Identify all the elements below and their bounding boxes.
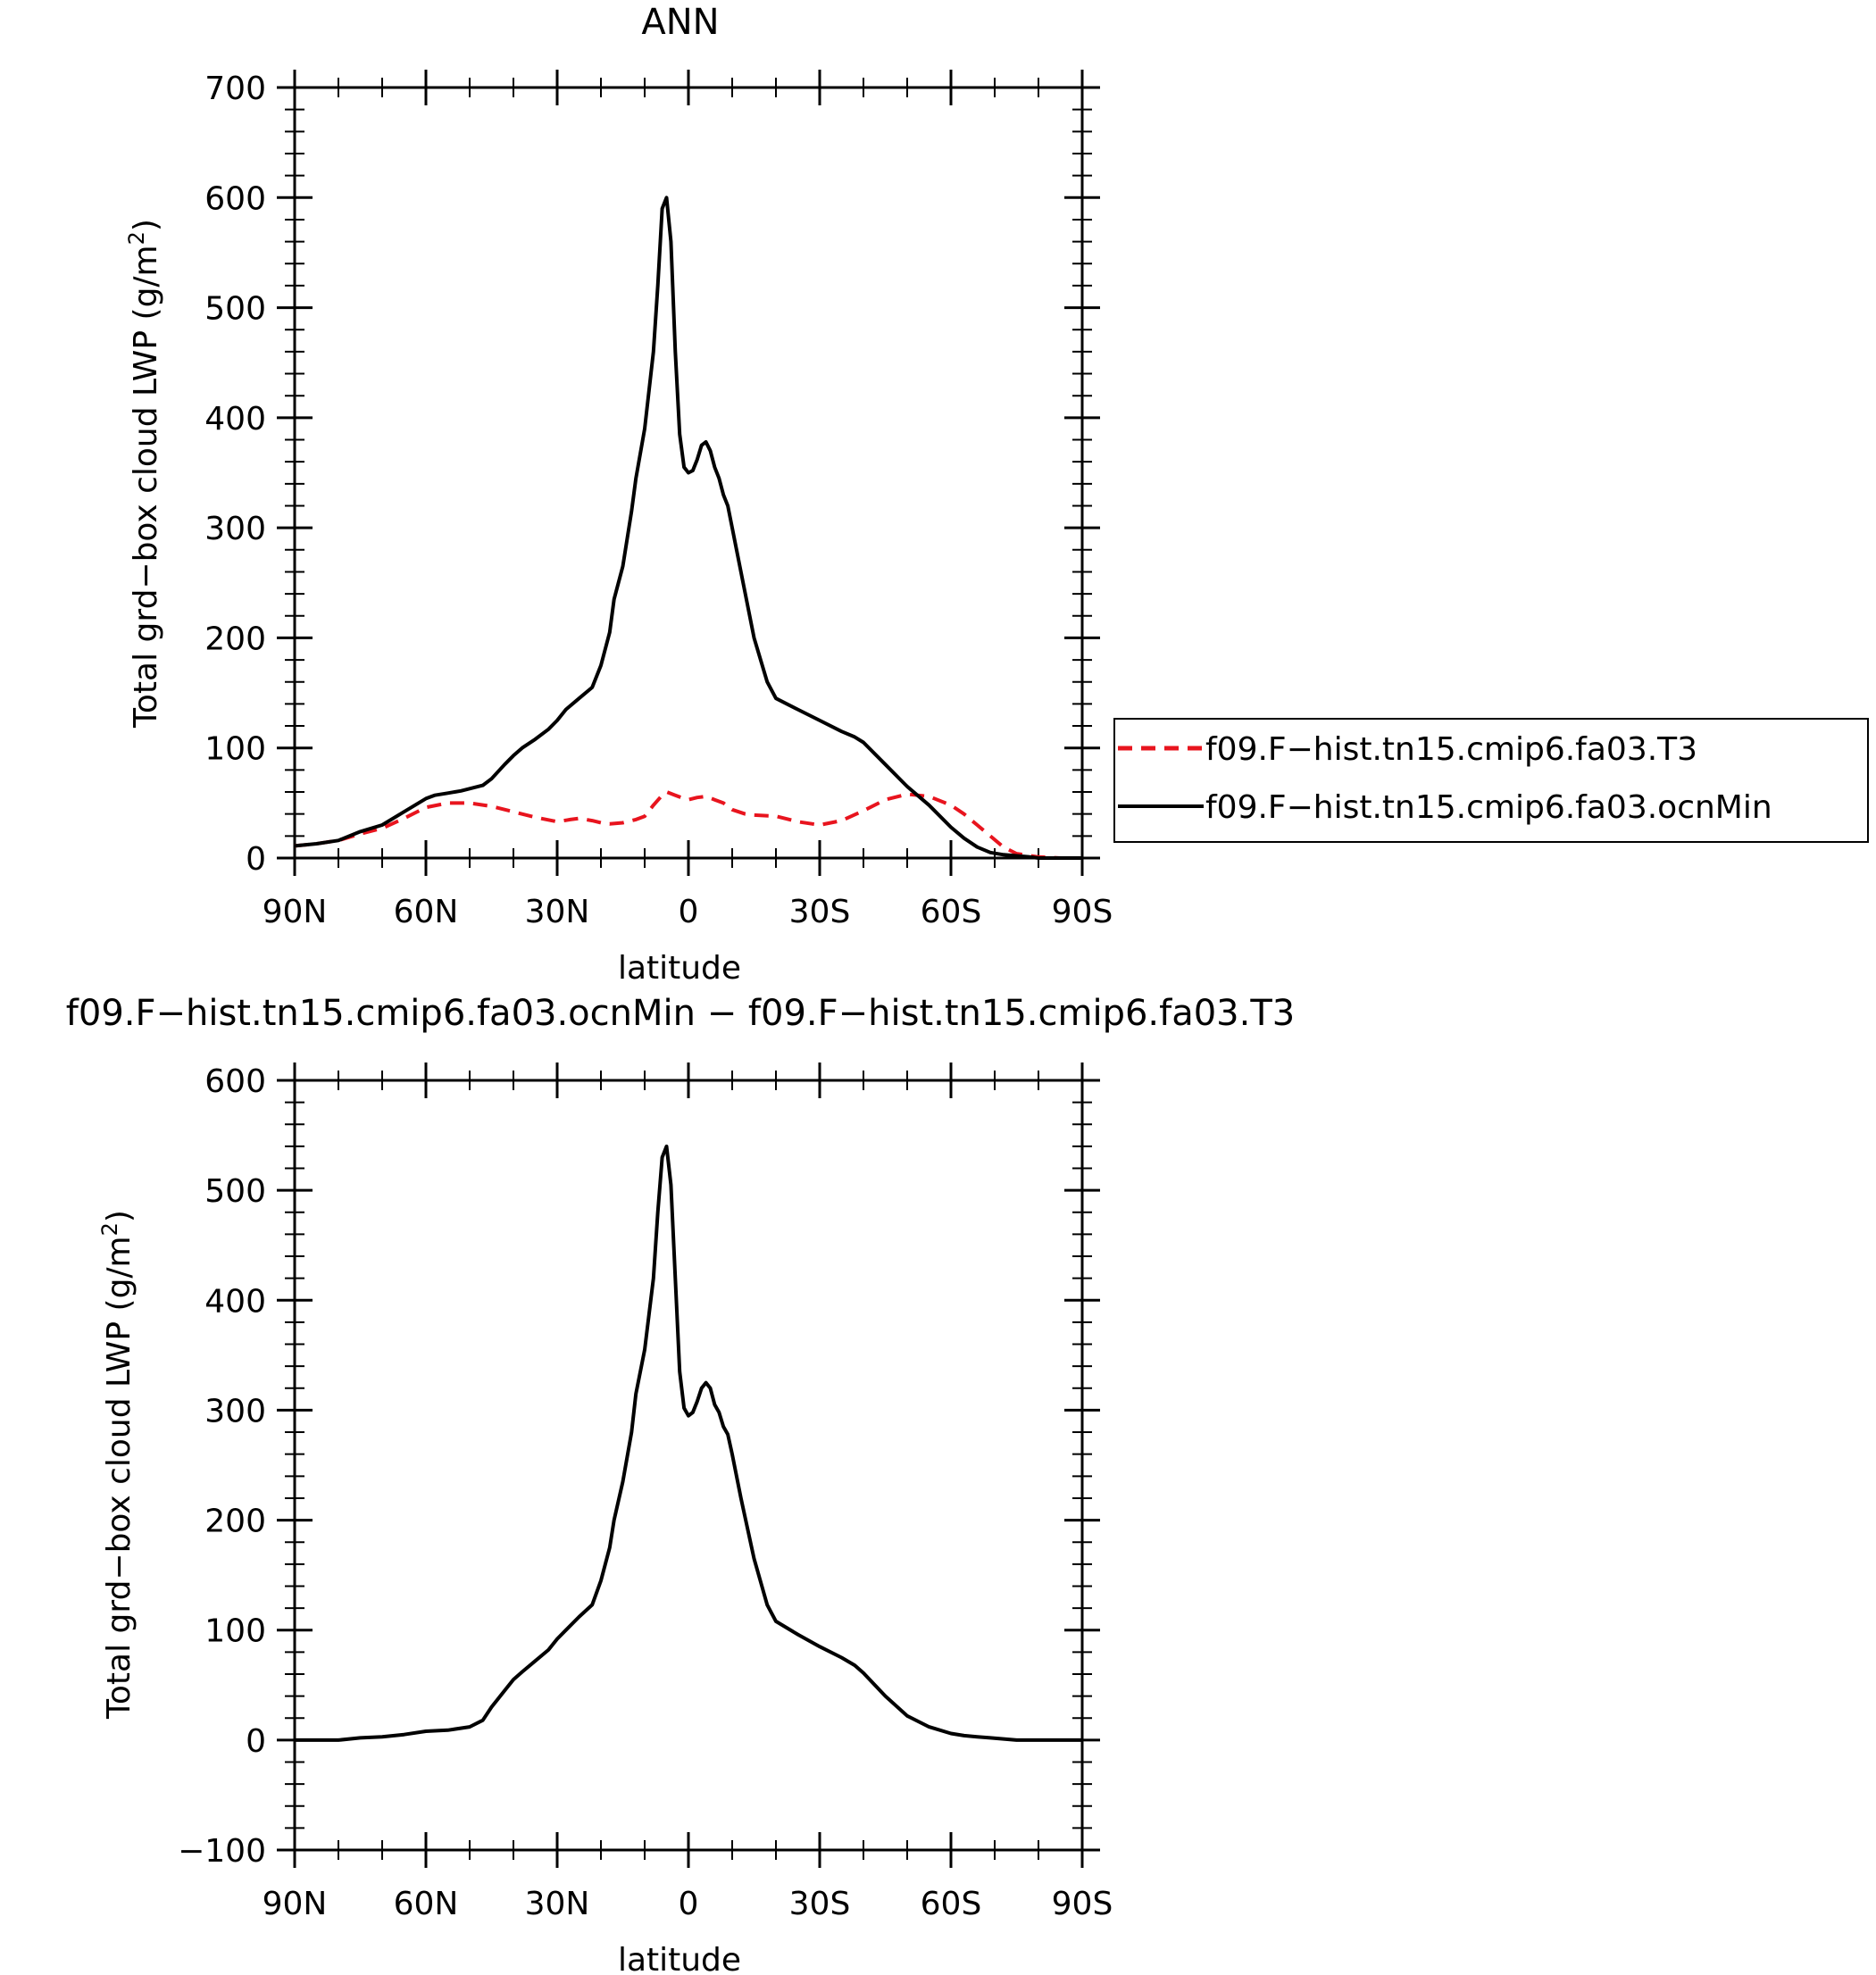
top-x-tick-label: 90S: [1052, 894, 1113, 930]
bottom-panel: f09.F−hist.tn15.cmip6.fa03.ocnMin − f09.…: [66, 993, 1295, 1975]
bottom-y-tick-label: 0: [246, 1723, 266, 1760]
top-series-ocnmin-line: [294, 196, 1082, 860]
bottom-x-tick-label: 90N: [263, 1886, 328, 1922]
top-x-tick-labels: 90N 60N 30N 0 30S 60S 90S: [263, 894, 1113, 930]
bottom-y-axis-label: Total grd−box cloud LWP (g/m2): [97, 1210, 138, 1720]
bottom-y-axis-label-end: ): [101, 1210, 138, 1222]
bottom-x-tick-label: 30N: [525, 1886, 590, 1922]
top-x-tick-label: 90N: [263, 894, 328, 930]
bottom-y-tick-label: 100: [204, 1613, 266, 1650]
bottom-y-tick-label: 300: [204, 1393, 266, 1429]
top-x-axis-label: latitude: [618, 950, 741, 987]
bottom-x-tick-label: 60S: [921, 1886, 982, 1922]
top-x-tick-label: 30S: [789, 894, 851, 930]
top-y-axis-label-main: Total grd−box cloud LWP (g/m: [128, 245, 164, 729]
bottom-x-axis-label: latitude: [618, 1942, 741, 1975]
top-y-tick-label: 300: [204, 511, 266, 547]
bottom-y-tick-labels: −100 0 100 200 300 400 500 600: [178, 1063, 266, 1870]
bottom-panel-title: f09.F−hist.tn15.cmip6.fa03.ocnMin − f09.…: [66, 993, 1295, 1034]
top-y-tick-label: 600: [204, 180, 266, 217]
bottom-y-tick-label: 400: [204, 1283, 266, 1320]
bottom-x-tick-labels: 90N 60N 30N 0 30S 60S 90S: [263, 1886, 1113, 1922]
top-y-tick-label: 200: [204, 621, 266, 657]
bottom-difference-line: [295, 1144, 1082, 1742]
top-y-axis-label-sup: 2: [124, 231, 149, 245]
top-y-tick-labels: 0 100 200 300 400 500 600 700: [204, 71, 266, 878]
top-y-tick-label: 100: [204, 731, 266, 768]
legend-label-ocnmin: f09.F−hist.tn15.cmip6.fa03.ocnMin: [1205, 789, 1772, 826]
bottom-y-tick-label: 500: [204, 1173, 266, 1210]
top-x-tick-label: 60S: [921, 894, 982, 930]
top-panel: ANN 0 100 200 300 400 500 600 700 90N 60N 30N 0 30S…: [124, 2, 1869, 987]
top-x-tick-label: 60N: [394, 894, 459, 930]
top-y-axis-label: Total grd−box cloud LWP (g/m2): [124, 219, 164, 729]
bottom-y-axis-label-sup: 2: [97, 1222, 122, 1236]
top-y-tick-label: 400: [204, 401, 266, 438]
legend: f09.F−hist.tn15.cmip6.fa03.T3 f09.F−hist…: [1113, 718, 1869, 843]
bottom-x-tick-label: 0: [679, 1886, 699, 1922]
bottom-x-tick-label: 30S: [789, 1886, 851, 1922]
bottom-y-tick-label: 200: [204, 1504, 266, 1540]
top-x-tick-label: 0: [679, 894, 699, 930]
top-y-tick-label: 700: [204, 71, 266, 107]
bottom-y-tick-label: 600: [204, 1063, 266, 1100]
top-y-tick-label: 0: [246, 841, 266, 878]
top-axis-ticks: [277, 70, 1100, 876]
bottom-x-tick-label: 60N: [394, 1886, 459, 1922]
bottom-x-tick-label: 90S: [1052, 1886, 1113, 1922]
bottom-y-tick-label: −100: [178, 1833, 266, 1870]
top-y-axis-label-end: ): [128, 219, 164, 231]
top-x-tick-label: 30N: [525, 894, 590, 930]
top-series-t3-line: [294, 790, 1082, 860]
top-panel-title: ANN: [641, 2, 719, 43]
bottom-y-axis-label-main: Total grd−box cloud LWP (g/m: [101, 1236, 138, 1720]
legend-box: [1113, 718, 1869, 843]
bottom-series-group: [295, 1144, 1082, 1742]
legend-label-t3: f09.F−hist.tn15.cmip6.fa03.T3: [1205, 731, 1697, 768]
top-y-tick-label: 500: [204, 291, 266, 328]
top-series-group: [294, 196, 1082, 860]
